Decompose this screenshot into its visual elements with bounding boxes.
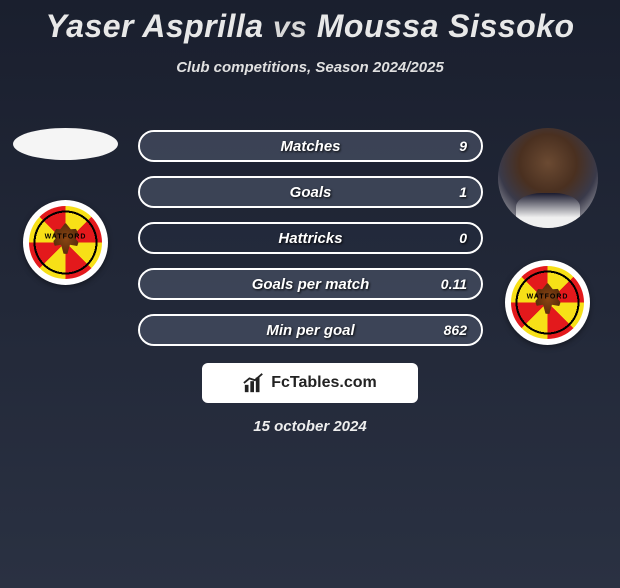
subtitle: Club competitions, Season 2024/2025	[0, 59, 620, 76]
player2-column: WATFORD	[490, 128, 605, 345]
brand-box: FcTables.com	[202, 363, 418, 403]
player1-club-label: WATFORD	[45, 233, 87, 240]
player2-club-label: WATFORD	[527, 293, 569, 300]
stat-row-hattricks: Hattricks 0	[138, 222, 483, 254]
stat-value-right: 862	[444, 322, 467, 338]
player1-club-badge: WATFORD	[23, 200, 108, 285]
date-text: 15 october 2024	[0, 418, 620, 435]
stat-row-goals: Goals 1	[138, 176, 483, 208]
player2-avatar	[498, 128, 598, 228]
vs-text: vs	[273, 11, 307, 44]
bar-chart-icon	[243, 372, 265, 394]
player2-name: Moussa Sissoko	[317, 8, 575, 44]
stat-value-right: 1	[459, 184, 467, 200]
stat-value-right: 0	[459, 230, 467, 246]
stat-value-right: 9	[459, 138, 467, 154]
stats-container: Matches 9 Goals 1 Hattricks 0 Goals per …	[138, 130, 483, 346]
stat-value-right: 0.11	[441, 276, 467, 292]
player1-name: Yaser Asprilla	[46, 8, 264, 44]
player1-column: WATFORD	[8, 128, 123, 285]
stat-row-matches: Matches 9	[138, 130, 483, 162]
stat-row-goals-per-match: Goals per match 0.11	[138, 268, 483, 300]
brand-text: FcTables.com	[271, 374, 377, 392]
stat-label: Min per goal	[266, 322, 354, 339]
player2-club-badge: WATFORD	[505, 260, 590, 345]
stat-row-min-per-goal: Min per goal 862	[138, 314, 483, 346]
stat-label: Goals per match	[252, 276, 370, 293]
player1-avatar-placeholder	[13, 128, 118, 160]
stat-label: Matches	[280, 138, 340, 155]
stat-label: Hattricks	[278, 230, 342, 247]
stat-label: Goals	[290, 184, 332, 201]
comparison-title: Yaser Asprilla vs Moussa Sissoko	[0, 8, 620, 45]
